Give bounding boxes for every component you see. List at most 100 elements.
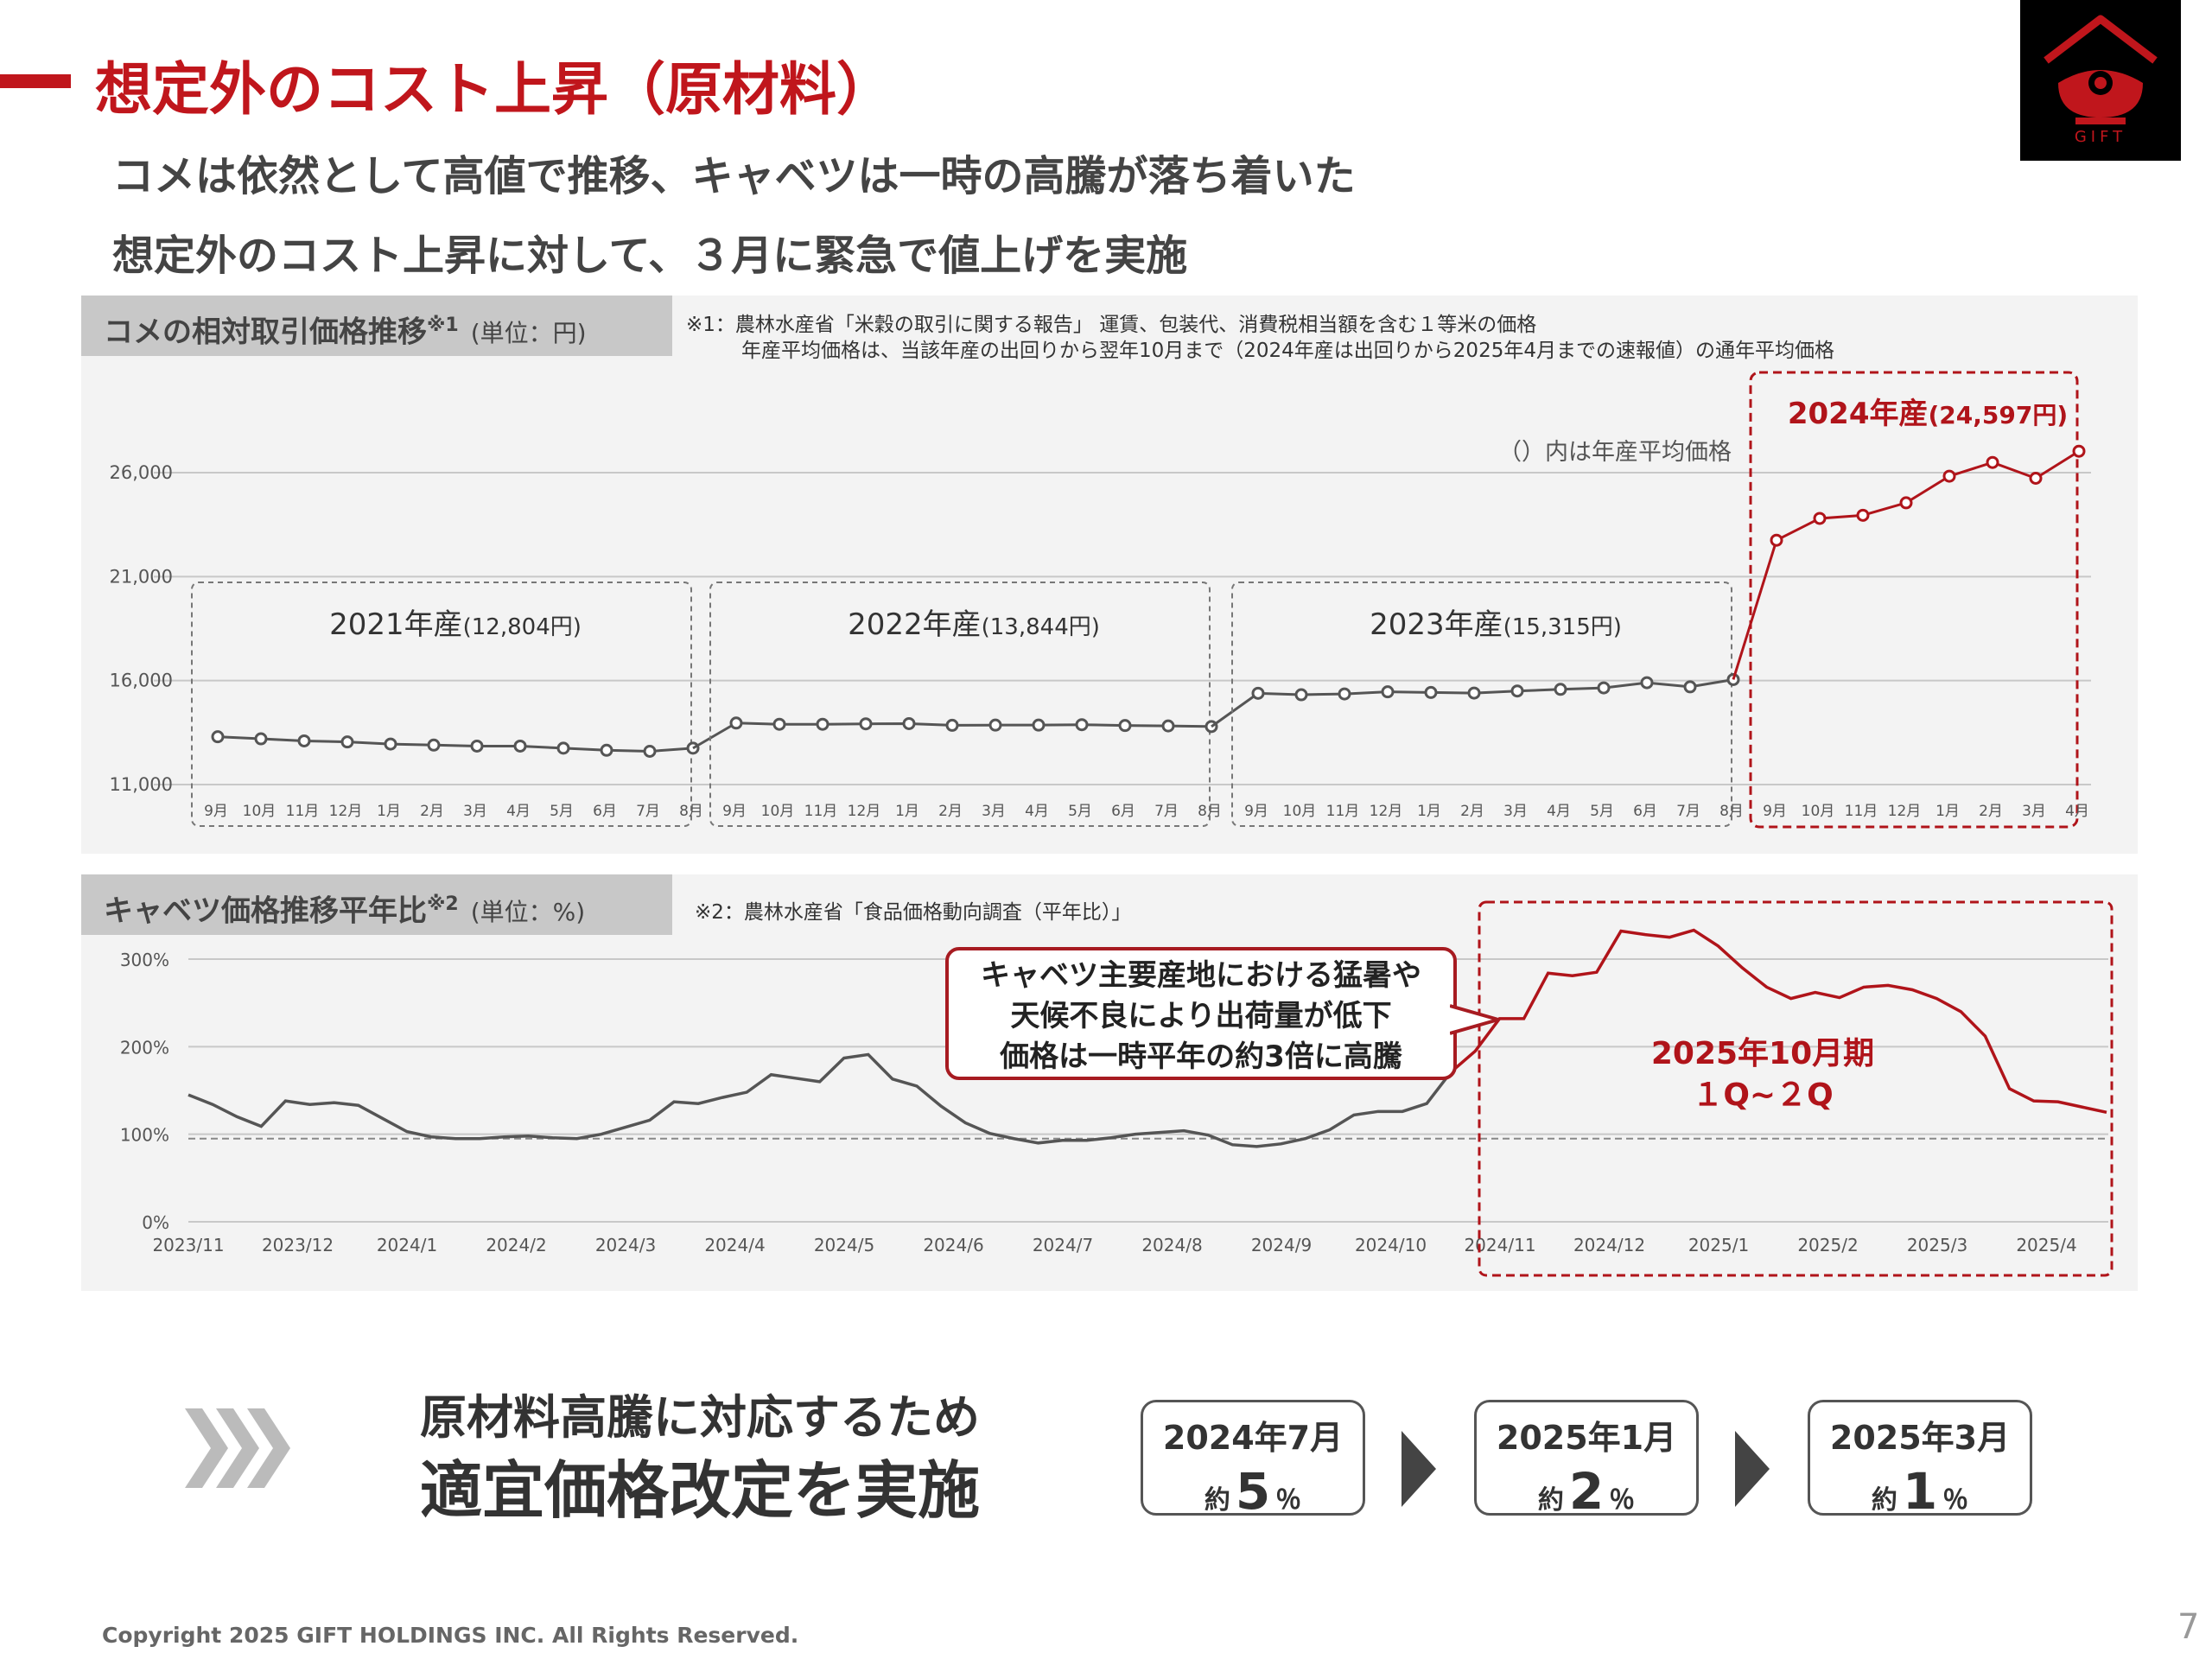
cabbage-x-tick: 2024/4 xyxy=(704,1235,765,1255)
rice-point xyxy=(1986,455,1999,469)
rice-point xyxy=(1597,681,1611,695)
rice-avg-note: （）内は年産平均価格 xyxy=(1498,439,1732,466)
rice-x-tick: 10月 xyxy=(1283,803,1317,820)
cabbage-y-tick: 0% xyxy=(142,1212,169,1233)
rice-point xyxy=(1640,676,1654,690)
rice-point xyxy=(729,716,743,730)
rice-connector xyxy=(1211,692,1259,728)
cabbage-x-tick: 2024/3 xyxy=(595,1235,656,1255)
cabbage-x-tick: 2024/2 xyxy=(486,1235,546,1255)
cabbage-price-chart: 300% 200% 100% 0%2023/11 2023/12 2024/1 2024/2… xyxy=(120,900,2113,1277)
rice-x-tick: 11月 xyxy=(286,803,320,820)
rice-series-line xyxy=(217,735,694,753)
cabbage-x-tick: 2025/2 xyxy=(1797,1235,1858,1255)
cabbage-series-highlight xyxy=(1450,928,2107,1115)
group-year: 2022年産 xyxy=(848,607,982,642)
rice-point xyxy=(1467,686,1481,700)
cabbage-x-tick: 2024/6 xyxy=(923,1235,983,1255)
rice-group-box xyxy=(1749,371,2079,829)
rice-y-tick: 11,000 xyxy=(110,774,173,795)
cabbage-x-tick: 2024/11 xyxy=(1464,1235,1535,1255)
rice-x-tick: 9月 xyxy=(1244,803,1268,820)
group-year: 2021年産 xyxy=(329,607,463,642)
rice-x-tick: 3月 xyxy=(463,803,487,820)
cabbage-x-tick: 2024/5 xyxy=(814,1235,874,1255)
logo-text: GIFT xyxy=(2075,128,2126,146)
rice-point xyxy=(988,718,1002,732)
rice-x-tick: 12月 xyxy=(329,803,363,820)
cabbage-x-tick: 2024/1 xyxy=(377,1235,437,1255)
cabbage-x-tick: 2025/4 xyxy=(2016,1235,2076,1255)
subtitle-2: 想定外のコスト上昇に対して、３月に緊急で値上げを実施 xyxy=(112,232,1188,280)
rice-point xyxy=(859,717,873,731)
rice-x-tick: 7月 xyxy=(1154,803,1179,820)
step-1-value: 5 xyxy=(1235,1462,1271,1521)
rice-point xyxy=(297,734,311,747)
period-label: 2025年10月期 １Q~２Q xyxy=(1590,1033,1936,1116)
rice-x-tick: 9月 xyxy=(722,803,747,820)
rice-x-tick: 8月 xyxy=(1198,803,1222,820)
step-2-date: 2025年1月 xyxy=(1496,1419,1677,1457)
callout-line-3: 価格は一時平年の約3倍に高騰 xyxy=(1000,1039,1402,1074)
rice-x-tick: 1月 xyxy=(1417,803,1441,820)
rice-point xyxy=(1161,719,1175,733)
rice-point xyxy=(1510,684,1524,698)
rice-point xyxy=(556,741,570,755)
step-1-prefix: 約 xyxy=(1204,1485,1230,1516)
callout-tail xyxy=(1450,1004,1500,1035)
rice-x-tick: 12月 xyxy=(848,803,881,820)
rice-point xyxy=(384,737,397,751)
rice-x-tick: 7月 xyxy=(636,803,660,820)
rice-point xyxy=(816,717,830,731)
rice-note-2: 年産平均価格は、当該年産の出回りから翌年10月まで（2024年産は出回りから20… xyxy=(741,340,1834,362)
rice-point xyxy=(945,718,959,732)
rice-point xyxy=(1338,687,1351,701)
copyright: Copyright 2025 GIFT HOLDINGS INC. All Ri… xyxy=(102,1623,799,1648)
price-step-1: 2024年7月 約 5 ％ xyxy=(1141,1400,1365,1521)
cabbage-note: ※2：農林水産省「食品価格動向調査（平年比）」 xyxy=(695,901,1132,924)
rice-x-tick: 5月 xyxy=(1590,803,1614,820)
rice-note-1: ※1：農林水産省「米穀の取引に関する報告」 運賃、包装代、消費税相当額を含む１等… xyxy=(686,314,1537,336)
rice-group-label: 2022年産(13,844円) xyxy=(848,607,1100,642)
rice-point xyxy=(254,732,268,746)
rice-point xyxy=(902,716,916,730)
bottom-heading-1: 原材料高騰に対応するため xyxy=(420,1390,980,1445)
cabbage-title-text: キャベツ価格推移平年比 xyxy=(104,893,427,929)
rice-x-tick: 10月 xyxy=(243,803,276,820)
rice-title-sup: ※1 xyxy=(427,315,459,336)
bottom-heading-2: 適宜価格改定を実施 xyxy=(419,1454,980,1527)
subtitle-1: コメは依然として高値で推移、キャベツは一時の高騰が落ち着いた xyxy=(112,152,1356,200)
rice-y-tick: 21,000 xyxy=(110,566,173,587)
rice-point xyxy=(1899,496,1913,510)
cabbage-callout: キャベツ主要産地における猛暑や 天候不良により出荷量が低下 価格は一時平年の約3… xyxy=(945,947,1457,1080)
rice-x-tick: 3月 xyxy=(1503,803,1528,820)
arrow-right-icon xyxy=(1735,1431,1770,1507)
cabbage-highlight-box xyxy=(1478,900,2113,1277)
rice-series-line xyxy=(1257,677,1734,696)
price-step-2: 2025年1月 約 2 ％ xyxy=(1474,1400,1699,1521)
cabbage-x-tick: 2023/11 xyxy=(152,1235,224,1255)
rice-x-tick: 6月 xyxy=(1111,803,1135,820)
rice-x-tick: 12月 xyxy=(1370,803,1403,820)
rice-x-tick: 6月 xyxy=(1633,803,1657,820)
rice-point xyxy=(1856,508,1870,522)
rice-point xyxy=(1424,685,1438,699)
rice-x-tick: 8月 xyxy=(679,803,703,820)
rice-x-tick: 6月 xyxy=(593,803,617,820)
cabbage-x-tick: 2024/9 xyxy=(1251,1235,1312,1255)
rice-x-tick: 12月 xyxy=(1888,803,1922,820)
cabbage-x-tick: 2023/12 xyxy=(262,1235,334,1255)
cabbage-panel-title: キャベツ価格推移平年比※2 (単位：%) xyxy=(81,874,672,935)
cabbage-title-sup: ※2 xyxy=(427,893,459,915)
rice-point xyxy=(1942,469,1956,483)
group-year: 2024年産 xyxy=(1788,397,1929,431)
rice-y-tick: 16,000 xyxy=(110,671,173,691)
period-label-line-1: 2025年10月期 xyxy=(1650,1036,1875,1071)
step-2-unit: ％ xyxy=(1609,1485,1636,1516)
rice-point xyxy=(1294,688,1308,702)
rice-series-line xyxy=(735,721,1212,728)
rice-group-label: 2023年産(15,315円) xyxy=(1370,607,1622,642)
rice-title-unit: (単位：円) xyxy=(470,319,587,348)
rice-point xyxy=(772,717,786,731)
rice-point xyxy=(513,739,527,753)
